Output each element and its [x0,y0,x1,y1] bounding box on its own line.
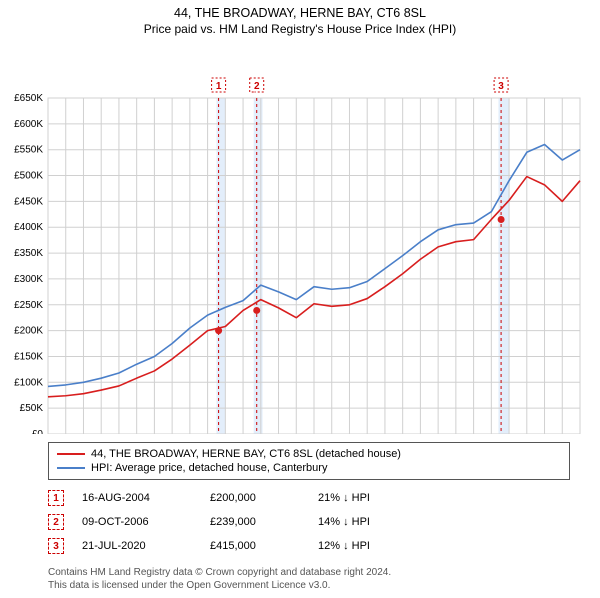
svg-text:£150K: £150K [14,351,43,362]
legend-label: 44, THE BROADWAY, HERNE BAY, CT6 8SL (de… [91,448,401,460]
svg-text:3: 3 [498,81,504,92]
event-date: 09-OCT-2006 [82,516,192,528]
svg-text:£600K: £600K [14,119,43,130]
event-marker: 1 [48,490,64,506]
sale-events: 1 16-AUG-2004 £200,000 21% ↓ HPI 2 09-OCT-200… [48,486,570,558]
event-date: 16-AUG-2004 [82,492,192,504]
svg-text:£450K: £450K [14,196,43,207]
legend: 44, THE BROADWAY, HERNE BAY, CT6 8SL (de… [48,442,570,480]
event-price: £415,000 [210,540,300,552]
event-price: £239,000 [210,516,300,528]
event-marker: 3 [48,538,64,554]
legend-swatch [57,467,85,469]
svg-text:£50K: £50K [20,403,44,414]
svg-text:£650K: £650K [14,93,43,104]
footer-line1: Contains HM Land Registry data © Crown c… [48,566,570,579]
event-marker: 2 [48,514,64,530]
sale-event-row: 2 09-OCT-2006 £239,000 14% ↓ HPI [48,510,570,534]
legend-swatch [57,453,85,455]
svg-text:£350K: £350K [14,248,43,259]
sale-event-row: 1 16-AUG-2004 £200,000 21% ↓ HPI [48,486,570,510]
event-delta: 12% ↓ HPI [318,540,408,552]
data-attribution: Contains HM Land Registry data © Crown c… [48,566,570,592]
footer-line2: This data is licensed under the Open Gov… [48,579,570,592]
title-line1: 44, THE BROADWAY, HERNE BAY, CT6 8SL [0,6,600,20]
title-line2: Price paid vs. HM Land Registry's House … [0,20,600,36]
legend-row: 44, THE BROADWAY, HERNE BAY, CT6 8SL (de… [57,447,561,461]
svg-text:£100K: £100K [14,377,43,388]
svg-text:£500K: £500K [14,171,43,182]
price-chart: £0 £50K £100K £150K £200K £250K £300K £350K £400… [0,36,600,434]
svg-text:1: 1 [216,81,222,92]
event-date: 21-JUL-2020 [82,540,192,552]
svg-text:£550K: £550K [14,145,43,156]
svg-text:£200K: £200K [14,326,43,337]
legend-row: HPI: Average price, detached house, Cant… [57,461,561,475]
event-delta: 14% ↓ HPI [318,516,408,528]
svg-text:£400K: £400K [14,222,43,233]
event-delta: 21% ↓ HPI [318,492,408,504]
chart-title: 44, THE BROADWAY, HERNE BAY, CT6 8SL Pri… [0,0,600,36]
svg-text:£300K: £300K [14,274,43,285]
svg-text:£250K: £250K [14,300,43,311]
event-price: £200,000 [210,492,300,504]
svg-text:2: 2 [254,81,260,92]
svg-text:£0: £0 [32,429,44,434]
sale-event-row: 3 21-JUL-2020 £415,000 12% ↓ HPI [48,534,570,558]
legend-label: HPI: Average price, detached house, Cant… [91,462,327,474]
